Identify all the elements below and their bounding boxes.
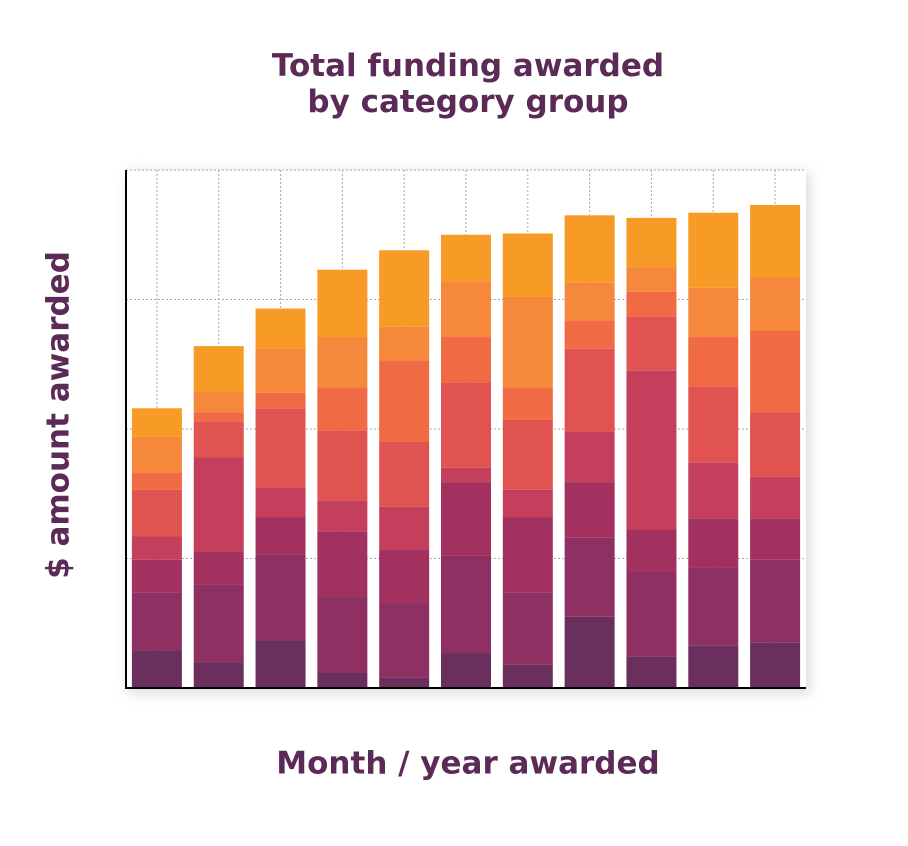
bar-segment	[441, 382, 491, 468]
bar-segment	[193, 457, 244, 553]
bar-segment	[317, 500, 368, 532]
x-axis-label: Month / year awarded	[276, 746, 659, 782]
bar-segment	[626, 656, 677, 688]
bar-segment	[688, 212, 739, 288]
bar-segment	[193, 662, 244, 688]
bar-segment	[626, 291, 677, 317]
bar-segment	[255, 392, 306, 409]
bar-segment	[564, 482, 615, 538]
bar-segment	[626, 217, 677, 268]
bar-segment	[193, 391, 244, 413]
bar-segment	[255, 308, 306, 349]
bar-segment	[750, 204, 801, 278]
bar-segment	[255, 408, 306, 488]
bar-segment	[750, 412, 801, 477]
bar-segment	[688, 518, 739, 568]
bar-segment	[688, 462, 739, 519]
bar-segment	[626, 571, 677, 657]
bar-segment	[688, 386, 739, 463]
bar-segment	[688, 645, 739, 688]
bar-segment	[441, 467, 491, 483]
bar-segment	[317, 269, 368, 338]
bar-segment	[502, 387, 553, 420]
bar-segment	[131, 473, 182, 490]
bar-segment	[193, 412, 244, 422]
bar-segment	[131, 436, 182, 474]
bar-segment	[502, 419, 553, 490]
bar-segment	[502, 233, 553, 297]
bar-segment	[441, 337, 491, 383]
bar-segment	[688, 567, 739, 646]
bar-segment	[255, 487, 306, 518]
y-axis-label: $ amount awarded	[41, 251, 77, 579]
bar-segment	[441, 555, 491, 654]
bar-segment	[626, 530, 677, 572]
bar-segment	[131, 408, 182, 437]
bar-segment	[317, 672, 368, 688]
bar-segment	[502, 489, 553, 518]
bar-segment	[750, 476, 801, 519]
bar-segment	[317, 531, 368, 597]
bar-segment	[379, 506, 430, 550]
bar-segment	[564, 431, 615, 483]
bar-segment	[379, 441, 430, 507]
bar-segment	[441, 482, 491, 556]
bar-segment	[379, 677, 430, 688]
chart-title: Total funding awarded by category group	[271, 48, 665, 120]
bar-segment	[131, 650, 182, 688]
bar-segment	[317, 337, 368, 388]
bar-segment	[750, 559, 801, 643]
bar-segment	[317, 430, 368, 501]
bar-segment	[441, 653, 491, 688]
bar-segment	[441, 234, 491, 282]
bar-segment	[193, 421, 244, 458]
bar-segment	[193, 584, 244, 663]
bar-segment	[193, 346, 244, 392]
bar-segment	[255, 517, 306, 555]
bar-segment	[750, 518, 801, 560]
bar-segment	[502, 664, 553, 688]
bar-segment	[255, 554, 306, 641]
bar-segment	[379, 602, 430, 678]
bar-segment	[564, 348, 615, 432]
bar-segment	[502, 296, 553, 388]
bar-segment	[750, 642, 801, 688]
bar-segment	[131, 489, 182, 537]
bar-segment	[564, 215, 615, 283]
bar-segment	[564, 320, 615, 349]
bar-segment	[688, 287, 739, 338]
bars	[131, 204, 801, 688]
bar-segment	[131, 592, 182, 651]
bar-segment	[193, 552, 244, 585]
bar-segment	[626, 370, 677, 531]
bar-segment	[131, 536, 182, 560]
bar-segment	[502, 517, 553, 593]
bar-segment	[379, 549, 430, 603]
bar-segment	[626, 316, 677, 371]
bar-segment	[379, 250, 430, 327]
bar-segment	[317, 596, 368, 673]
bar-segment	[131, 559, 182, 593]
bar-segment	[255, 348, 306, 393]
bar-segment	[502, 592, 553, 665]
bar-segment	[379, 360, 430, 442]
bar-segment	[626, 267, 677, 292]
bar-segment	[317, 387, 368, 431]
bar-segment	[255, 640, 306, 688]
bar-segment	[750, 330, 801, 413]
bar-segment	[564, 616, 615, 688]
bar-segment	[564, 537, 615, 617]
bar-segment	[379, 326, 430, 361]
bar-segment	[750, 277, 801, 331]
bar-segment	[441, 281, 491, 338]
bar-segment	[564, 282, 615, 321]
bar-segment	[688, 337, 739, 387]
